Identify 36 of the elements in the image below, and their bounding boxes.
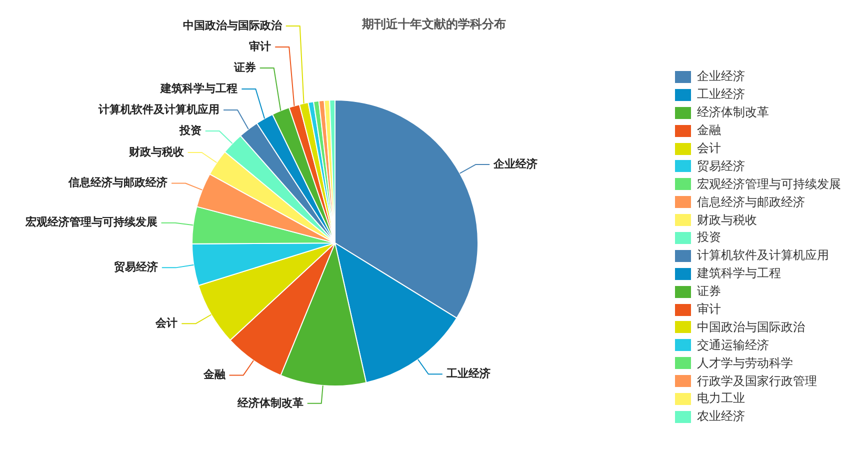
- slice-label: 宏观经济管理与可持续发展: [24, 216, 158, 229]
- legend-label: 交通运输经济: [697, 336, 769, 354]
- legend-label: 贸易经济: [697, 158, 745, 175]
- slice-label: 贸易经济: [114, 260, 158, 274]
- slice-label: 财政与税收: [128, 145, 185, 158]
- slice-label: 证券: [232, 60, 257, 74]
- slice-label: 工业经济: [445, 366, 490, 380]
- slice-label: 建筑科学与工程: [160, 82, 238, 95]
- legend-label: 经济体制改革: [697, 104, 769, 122]
- legend-label: 企业经济: [697, 68, 745, 86]
- slice-label: 投资: [178, 124, 202, 137]
- legend-label: 金融: [697, 122, 721, 140]
- legend-label: 人才学与劳动科学: [697, 354, 793, 372]
- slice-label: 信息经济与邮政经济: [67, 176, 168, 190]
- legend-label: 电力工业: [697, 390, 745, 408]
- legend-label: 宏观经济管理与可持续发展: [697, 176, 841, 193]
- slice-label: 计算机软件及计算机应用: [98, 102, 220, 116]
- slice-label: 会计: [154, 316, 178, 330]
- slice-label: 审计: [249, 40, 272, 53]
- legend-label: 行政学及国家行政管理: [697, 372, 817, 390]
- slice-label: 经济体制改革: [236, 396, 304, 410]
- chart-title: 期刊近十年文献的学科分布: [362, 17, 506, 31]
- legend-label: 证券: [697, 283, 721, 300]
- legend-label: 工业经济: [697, 86, 745, 104]
- legend-label: 投资: [697, 229, 721, 246]
- slice-label: 金融: [202, 368, 226, 382]
- legend-label: 信息经济与邮政经济: [697, 194, 805, 211]
- slice-label: 中国政治与国际政治: [182, 18, 283, 32]
- slice-label: 企业经济: [492, 157, 538, 170]
- legend-label: 农业经济: [697, 408, 745, 426]
- legend-label: 审计: [697, 301, 721, 318]
- legend-label: 中国政治与国际政治: [697, 318, 805, 336]
- legend-label: 会计: [697, 140, 721, 157]
- legend-label: 计算机软件及计算机应用: [697, 247, 829, 264]
- legend-label: 财政与税收: [697, 212, 757, 229]
- legend-label: 建筑科学与工程: [697, 265, 781, 282]
